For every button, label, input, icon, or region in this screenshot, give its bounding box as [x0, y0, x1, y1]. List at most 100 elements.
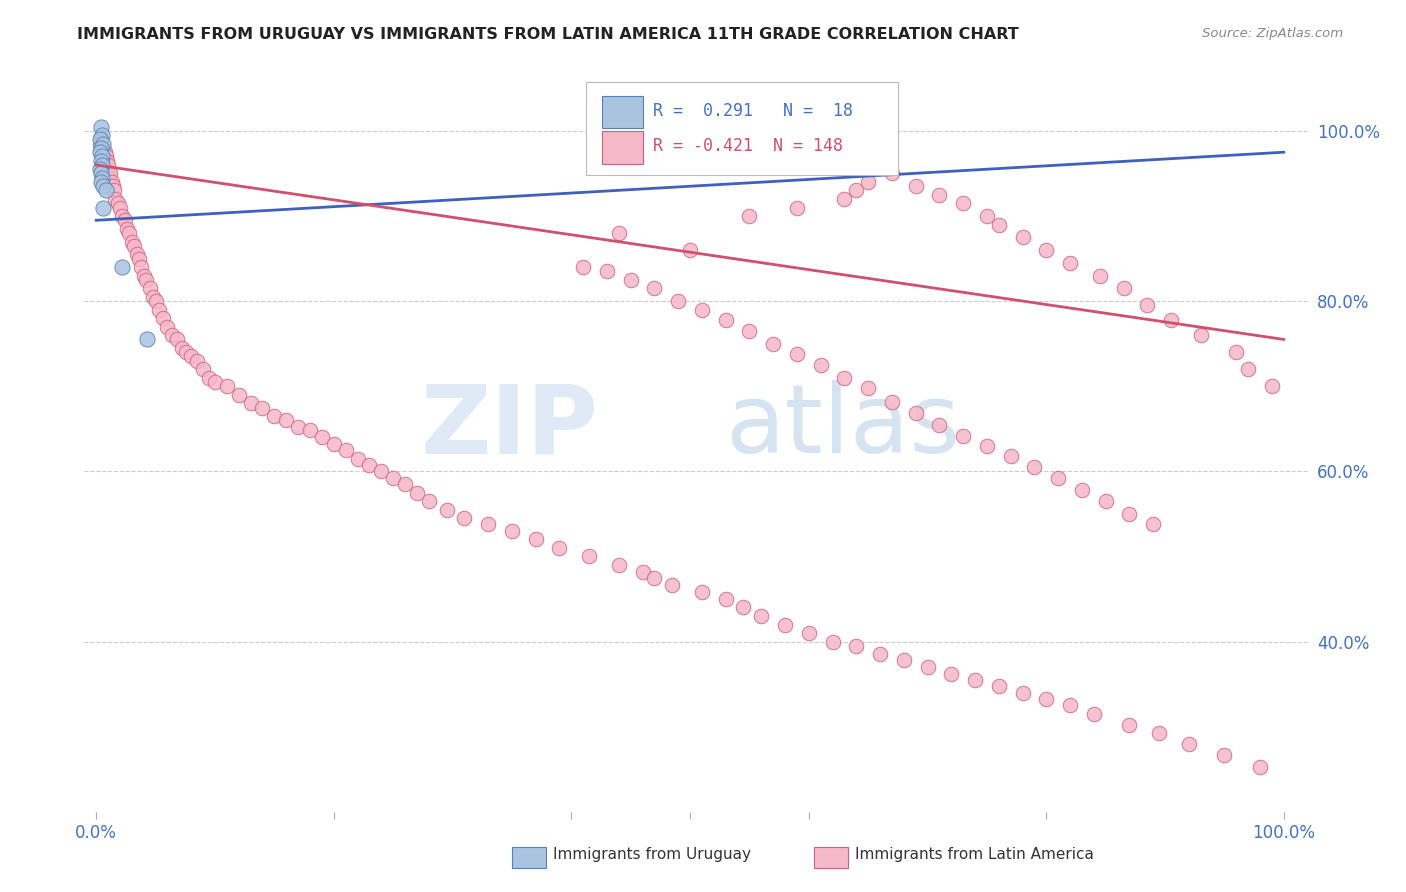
- Point: [436, 502, 458, 516]
- Point: [963, 673, 986, 687]
- Point: [103, 184, 125, 198]
- Point: [1136, 298, 1159, 312]
- Point: [1088, 268, 1111, 283]
- Point: [91, 170, 114, 185]
- Point: [607, 558, 630, 572]
- Point: [738, 209, 761, 223]
- Point: [104, 192, 127, 206]
- Point: [100, 175, 122, 189]
- Point: [93, 141, 115, 155]
- Point: [810, 358, 832, 372]
- Point: [690, 302, 713, 317]
- Point: [1112, 281, 1135, 295]
- Point: [311, 430, 333, 444]
- Point: [501, 524, 523, 538]
- Point: [162, 328, 184, 343]
- FancyBboxPatch shape: [602, 131, 644, 164]
- Point: [91, 158, 114, 172]
- Point: [733, 600, 755, 615]
- Point: [91, 149, 114, 163]
- Text: IMMIGRANTS FROM URUGUAY VS IMMIGRANTS FROM LATIN AMERICA 11TH GRADE CORRELATION : IMMIGRANTS FROM URUGUAY VS IMMIGRANTS FR…: [77, 27, 1019, 42]
- Point: [89, 145, 111, 160]
- Point: [359, 458, 381, 472]
- Point: [276, 413, 298, 427]
- Point: [1059, 256, 1081, 270]
- FancyBboxPatch shape: [586, 82, 898, 175]
- Point: [749, 609, 772, 624]
- Text: Immigrants from Latin America: Immigrants from Latin America: [855, 847, 1094, 862]
- Point: [101, 179, 124, 194]
- Point: [524, 533, 547, 547]
- Point: [845, 184, 868, 198]
- Point: [631, 565, 654, 579]
- Point: [121, 235, 143, 249]
- Point: [1083, 706, 1105, 721]
- Point: [125, 247, 148, 261]
- Point: [128, 252, 150, 266]
- Point: [1024, 460, 1046, 475]
- Point: [93, 179, 115, 194]
- Point: [132, 268, 155, 283]
- Point: [1225, 345, 1247, 359]
- Point: [93, 145, 115, 160]
- Point: [94, 184, 117, 198]
- Point: [786, 201, 808, 215]
- Point: [987, 679, 1010, 693]
- Point: [382, 471, 405, 485]
- Point: [1059, 698, 1081, 713]
- Point: [714, 313, 737, 327]
- Point: [406, 485, 429, 500]
- Text: ZIP: ZIP: [420, 380, 598, 474]
- Point: [1000, 449, 1022, 463]
- Point: [114, 213, 136, 227]
- Point: [1213, 747, 1236, 762]
- Point: [111, 260, 134, 274]
- Point: [138, 281, 160, 295]
- Point: [176, 345, 198, 359]
- Point: [118, 226, 141, 240]
- Point: [661, 577, 683, 591]
- Point: [1094, 494, 1116, 508]
- Point: [111, 209, 134, 223]
- Point: [917, 660, 939, 674]
- Point: [856, 175, 879, 189]
- Point: [690, 585, 713, 599]
- Point: [298, 424, 321, 438]
- Point: [97, 158, 120, 172]
- Point: [145, 294, 167, 309]
- Point: [418, 494, 440, 508]
- Point: [136, 333, 159, 347]
- Point: [762, 336, 785, 351]
- Point: [596, 264, 619, 278]
- Point: [142, 290, 165, 304]
- Point: [773, 617, 796, 632]
- Point: [180, 350, 202, 364]
- Point: [191, 362, 214, 376]
- FancyBboxPatch shape: [602, 95, 644, 128]
- Text: Source: ZipAtlas.com: Source: ZipAtlas.com: [1202, 27, 1343, 40]
- Point: [1118, 507, 1140, 521]
- Point: [346, 451, 368, 466]
- Text: R = -0.421  N = 148: R = -0.421 N = 148: [654, 137, 844, 155]
- Point: [90, 166, 112, 180]
- Point: [1047, 471, 1070, 485]
- Point: [797, 626, 820, 640]
- Point: [941, 666, 963, 681]
- Point: [252, 401, 274, 415]
- Point: [91, 145, 114, 160]
- Point: [135, 273, 157, 287]
- Point: [215, 379, 238, 393]
- Point: [904, 407, 927, 421]
- Point: [1142, 517, 1164, 532]
- Point: [1160, 313, 1182, 327]
- Point: [98, 170, 121, 185]
- Point: [204, 375, 226, 389]
- Point: [1011, 230, 1033, 244]
- Point: [115, 221, 138, 235]
- Point: [370, 464, 392, 478]
- Point: [228, 388, 250, 402]
- Point: [96, 162, 118, 177]
- Text: atlas: atlas: [725, 380, 960, 474]
- Point: [89, 132, 111, 146]
- Point: [91, 128, 114, 143]
